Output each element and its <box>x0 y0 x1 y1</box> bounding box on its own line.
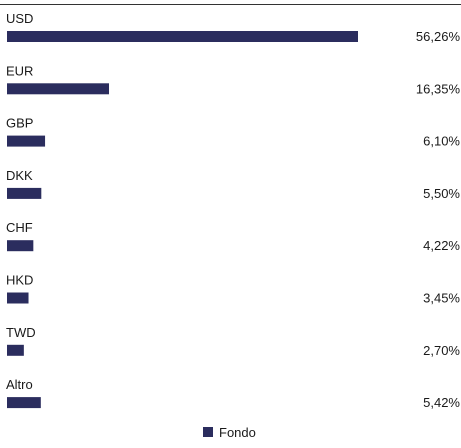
top-rule <box>0 4 461 5</box>
bar-gbp <box>7 135 46 147</box>
category-label-twd: TWD <box>6 325 36 340</box>
value-label-eur: 16,35% <box>416 81 461 96</box>
category-label-altro: Altro <box>6 377 33 392</box>
value-label-usd: 56,26% <box>416 29 461 44</box>
bar-chf <box>7 240 34 252</box>
legend-label-fondo: Fondo <box>219 425 256 440</box>
category-label-dkk: DKK <box>6 168 33 183</box>
value-label-hkd: 3,45% <box>423 291 460 306</box>
category-label-hkd: HKD <box>6 273 33 288</box>
bar-eur <box>7 83 110 95</box>
value-label-gbp: 6,10% <box>423 134 460 149</box>
bar-twd <box>7 344 24 356</box>
category-label-eur: EUR <box>6 63 33 78</box>
category-label-chf: CHF <box>6 220 33 235</box>
category-label-gbp: GBP <box>6 116 33 131</box>
value-label-twd: 2,70% <box>423 343 460 358</box>
value-label-chf: 4,22% <box>423 238 460 253</box>
legend-swatch-fondo <box>203 427 213 437</box>
bar-usd <box>7 31 358 42</box>
bar-hkd <box>7 292 29 304</box>
category-label-usd: USD <box>6 11 33 26</box>
bar-dkk <box>7 187 42 199</box>
bar-altro <box>7 397 41 409</box>
value-label-dkk: 5,50% <box>423 186 460 201</box>
value-label-altro: 5,42% <box>423 395 460 410</box>
